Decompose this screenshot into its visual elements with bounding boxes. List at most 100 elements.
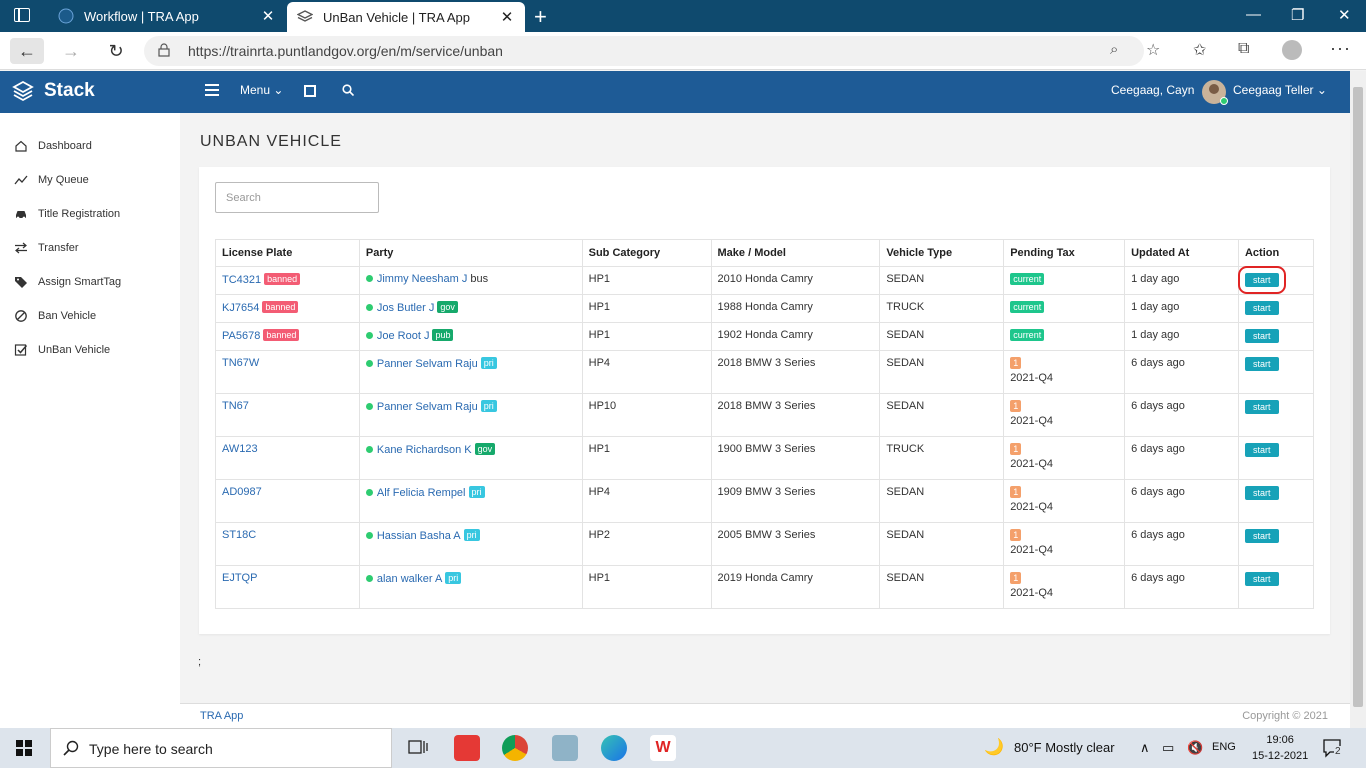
more-menu-icon[interactable]: ··· [1330,38,1351,58]
url-field[interactable]: https://trainrta.puntlandgov.org/en/m/se… [144,36,1160,66]
license-plate-link[interactable]: ST18C [222,529,257,541]
anydesk-app-icon[interactable] [454,735,480,761]
fullscreen-icon[interactable] [304,85,316,97]
party-link[interactable]: Alf Felicia Rempel [376,487,466,499]
start-button[interactable]: start [1244,400,1279,414]
avatar[interactable] [1202,80,1226,104]
updated-at-cell: 6 days ago [1124,350,1239,394]
wps-office-app-icon[interactable]: W [650,735,676,761]
column-header[interactable]: Make / Model [710,239,881,267]
windows-start-icon[interactable] [16,740,32,756]
table-header-row: License Plate Party Sub Category Make / … [215,239,1315,267]
volume-muted-icon[interactable]: 🔇 [1187,740,1204,755]
weather-moon-icon[interactable]: 🌙 [984,739,1004,756]
minimize-icon[interactable]: — [1246,6,1261,23]
sidebar-item-dashboard[interactable]: Dashboard [14,139,92,153]
brand[interactable]: Stack [12,80,95,102]
notepad-app-icon[interactable] [552,735,578,761]
window-close-icon[interactable]: ✕ [1338,7,1351,24]
party-link[interactable]: alan walker A [376,573,443,585]
start-button[interactable]: start [1244,329,1279,343]
party-link[interactable]: Joe Root J [376,330,430,342]
edge-app-icon[interactable] [601,735,627,761]
party-link[interactable]: Kane Richardson K [376,444,472,456]
sidebar-item-transfer[interactable]: Transfer [14,241,79,255]
clock[interactable]: 19:06 15-12-2021 [1252,732,1308,764]
column-header[interactable]: Party [358,239,583,267]
search-input[interactable] [215,182,379,213]
taskbar-search-box[interactable]: Type here to search [50,728,392,768]
party-cell: Jimmy Neesham J bus [358,266,583,295]
start-button[interactable]: start [1244,572,1279,586]
license-plate-link[interactable]: TN67 [222,400,249,412]
sidebar-item-my-queue[interactable]: My Queue [14,173,89,187]
start-button[interactable]: start [1244,301,1279,315]
start-button[interactable]: start [1244,529,1279,543]
column-header[interactable]: Vehicle Type [879,239,1005,267]
party-link[interactable]: Jimmy Neesham J [376,273,468,285]
party-link[interactable]: Panner Selvam Raju [376,358,478,370]
user-role-dropdown[interactable]: Ceegaag Teller ⌄ [1233,83,1327,97]
license-plate-link[interactable]: AW123 [222,443,258,455]
sidebar-item-assign-smarttag[interactable]: Assign SmartTag [14,275,121,289]
zoom-icon[interactable]: ⌕ [1110,41,1119,58]
start-button[interactable]: start [1244,357,1279,371]
license-plate-link[interactable]: TN67W [222,357,260,369]
task-view-icon[interactable] [405,735,431,761]
collections-icon[interactable]: ⧉ [1238,40,1250,57]
column-header[interactable]: Updated At [1124,239,1239,267]
network-icon[interactable]: ▭ [1162,740,1175,755]
chrome-app-icon[interactable] [502,735,528,761]
page-scrollbar[interactable] [1350,71,1366,728]
lock-icon[interactable] [158,43,170,57]
language-indicator[interactable]: ENG [1212,741,1236,753]
reload-button[interactable]: ↻ [108,41,124,61]
sub-cell: HP1 [581,436,712,480]
license-plate-link[interactable]: TC4321 [222,274,262,286]
party-type-badge: pri [480,357,497,369]
start-button[interactable]: start [1244,486,1279,500]
model-cell: 2019 Honda Camry [710,565,881,609]
menu-dropdown[interactable]: Menu ⌄ [240,83,283,97]
notification-center-icon[interactable]: 2 [1322,738,1344,758]
hamburger-icon[interactable] [205,84,219,96]
tab-close-icon[interactable]: ✕ [261,8,275,25]
column-header[interactable]: Pending Tax [1003,239,1126,267]
party-link[interactable]: Jos Butler J [376,302,435,314]
tray-chevron-up-icon[interactable]: ∧ [1140,740,1150,755]
favorites-icon[interactable]: ✩ [1193,42,1207,59]
search-icon[interactable] [342,84,355,97]
forward-button[interactable]: → [62,41,80,61]
back-button[interactable]: ← [10,38,44,64]
sidebar-item-ban-vehicle[interactable]: Ban Vehicle [14,309,96,323]
restore-icon[interactable]: ❐ [1291,7,1305,24]
column-header[interactable]: Sub Category [581,239,712,267]
tab-workflow[interactable]: Workflow | TRA App ✕ [48,0,286,32]
scrollbar-thumb[interactable] [1353,87,1363,707]
footer-app-link[interactable]: TRA App [200,710,244,722]
user-name: Ceegaag, Cayn [1111,83,1195,97]
license-plate-link[interactable]: AD0987 [222,486,262,498]
party-link[interactable]: Hassian Basha A [376,530,461,542]
license-plate-link[interactable]: PA5678 [222,330,261,342]
sidebar-item-title-registration[interactable]: Title Registration [14,207,120,221]
column-header[interactable]: License Plate [215,239,360,267]
add-favorite-icon[interactable]: ☆ [1146,42,1161,59]
start-button[interactable]: start [1238,266,1286,294]
tab-close-icon[interactable]: ✕ [500,9,514,26]
party-link[interactable]: Panner Selvam Raju [376,401,478,413]
start-button[interactable]: start [1244,443,1279,457]
new-tab-button[interactable]: + [534,4,547,29]
table-row: TC4321 banned Jimmy Neesham J bus HP1 2010 H… [215,266,1315,295]
column-header[interactable]: Action [1237,239,1315,267]
license-plate-link[interactable]: KJ7654 [222,302,260,314]
weather-text[interactable]: 80°F Mostly clear [1014,740,1115,755]
profile-icon[interactable] [1282,40,1302,60]
sidebar-item-unban-vehicle[interactable]: UnBan Vehicle [14,343,110,357]
tab-unban-vehicle[interactable]: UnBan Vehicle | TRA App ✕ [287,2,525,32]
tab-actions-icon[interactable] [14,8,30,22]
license-plate-link[interactable]: EJTQP [222,572,258,584]
sidebar-item-label: My Queue [38,174,89,186]
